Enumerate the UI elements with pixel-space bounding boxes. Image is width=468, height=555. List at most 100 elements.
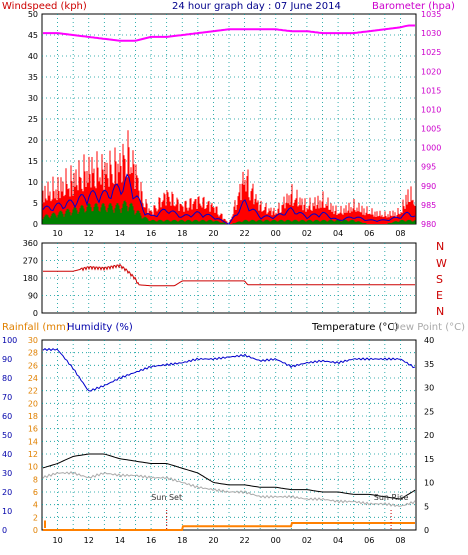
temperature-title: Temperature (°C) [311, 322, 398, 333]
temperature-y-tick-label: 5 [424, 502, 429, 511]
wind-y-tick-label: 0 [33, 220, 38, 229]
temperature-y-tick-label: 10 [424, 479, 434, 488]
wind-x-tick-label: 20 [208, 229, 218, 238]
rainfall-title: Rainfall (mm) [2, 322, 70, 333]
rainfall-y-tick-label: 6 [33, 488, 38, 497]
barometer-y-tick-label: 1030 [421, 29, 441, 38]
rainfall-line [43, 522, 415, 531]
rainfall-y-tick-label: 18 [28, 412, 38, 421]
direction-letter-n-bottom: N [436, 305, 444, 318]
dewpoint-line [42, 471, 416, 507]
wind-y-tick-label: 45 [28, 31, 38, 40]
direction-y-tick-label: 90 [28, 292, 38, 301]
dewpoint-title: Dew Point (°C) [392, 322, 465, 333]
wind-average-line [42, 173, 416, 225]
climate-x-tick-label: 00 [271, 536, 281, 545]
direction-letter-e: E [436, 289, 443, 302]
humidity-y-tick-label: 80 [2, 374, 12, 383]
rainfall-y-tick-label: 26 [28, 361, 38, 370]
temperature-y-tick-label: 25 [424, 407, 434, 416]
direction-y-tick-label: 270 [23, 257, 38, 266]
humidity-y-tick-label: 60 [2, 412, 12, 421]
wind-y-tick-label: 20 [28, 136, 38, 145]
chart-layers: 0510152025303540455098098599099510001005… [2, 10, 441, 545]
rainfall-y-tick-label: 14 [28, 437, 38, 446]
temperature-y-tick-label: 30 [424, 384, 434, 393]
temperature-y-tick-label: 20 [424, 431, 434, 440]
humidity-y-tick-label: 0 [2, 526, 7, 535]
wind-x-tick-label: 14 [115, 229, 125, 238]
wind-x-tick-label: 22 [239, 229, 249, 238]
rainfall-y-tick-label: 28 [28, 349, 38, 358]
rainfall-y-tick-label: 30 [28, 336, 38, 345]
barometer-line [43, 24, 415, 42]
wind-x-tick-label: 04 [333, 229, 343, 238]
wind-x-tick-label: 08 [395, 229, 405, 238]
sunset-label: Sun Set [151, 493, 182, 502]
wind-y-tick-label: 15 [28, 157, 38, 166]
wind-x-tick-label: 00 [271, 229, 281, 238]
direction-y-tick-label: 0 [33, 309, 38, 318]
wind-x-tick-label: 02 [302, 229, 312, 238]
humidity-y-tick-label: 30 [2, 469, 12, 478]
temperature-y-tick-label: 40 [424, 336, 434, 345]
barometer-y-tick-label: 1010 [421, 105, 441, 114]
humidity-y-tick-label: 20 [2, 488, 12, 497]
rainfall-y-tick-label: 24 [28, 374, 38, 383]
direction-letter-w: W [436, 257, 447, 270]
climate-x-tick-label: 20 [208, 536, 218, 545]
temperature-line [42, 453, 416, 500]
humidity-y-tick-label: 100 [2, 336, 17, 345]
wind-y-tick-label: 35 [28, 73, 38, 82]
humidity-y-tick-label: 50 [2, 431, 12, 440]
barometer-y-tick-label: 1035 [421, 10, 441, 19]
wind-y-tick-label: 10 [28, 178, 38, 187]
wind-y-tick-label: 30 [28, 94, 38, 103]
climate-x-tick-label: 18 [177, 536, 187, 545]
windspeed-title: Windspeed (kph) [2, 1, 87, 12]
humidity-y-tick-label: 10 [2, 507, 12, 516]
barometer-y-tick-label: 1015 [421, 86, 441, 95]
wind-x-tick-label: 16 [146, 229, 156, 238]
barometer-y-tick-label: 995 [421, 163, 436, 172]
climate-x-tick-label: 04 [333, 536, 343, 545]
humidity-y-tick-label: 40 [2, 450, 12, 459]
rainfall-y-tick-label: 0 [33, 526, 38, 535]
barometer-y-tick-label: 1025 [421, 48, 441, 57]
climate-x-tick-label: 06 [364, 536, 374, 545]
climate-x-tick-label: 02 [302, 536, 312, 545]
rainfall-y-tick-label: 4 [33, 501, 38, 510]
barometer-y-tick-label: 980 [421, 220, 436, 229]
direction-letter-s: S [436, 273, 443, 286]
climate-x-tick-label: 08 [395, 536, 405, 545]
wind-x-tick-label: 06 [364, 229, 374, 238]
chart-title: 24 hour graph day : 07 June 2014 [172, 1, 341, 12]
direction-y-tick-label: 360 [23, 239, 38, 248]
climate-x-tick-label: 22 [239, 536, 249, 545]
barometer-y-tick-label: 1020 [421, 67, 441, 76]
climate-x-tick-label: 16 [146, 536, 156, 545]
rainfall-y-tick-label: 22 [28, 387, 38, 396]
barometer-title: Barometer (hpa) [372, 1, 455, 12]
humidity-line [42, 347, 416, 392]
wind-direction-line [43, 263, 415, 287]
wind-y-tick-label: 40 [28, 52, 38, 61]
barometer-y-tick-label: 985 [421, 201, 436, 210]
barometer-y-tick-label: 1000 [421, 144, 441, 153]
humidity-title: Humidity (%) [67, 322, 133, 333]
wind-x-tick-label: 10 [52, 229, 62, 238]
sunrise-label: Sun Rise [374, 493, 409, 502]
temperature-y-tick-label: 35 [424, 360, 434, 369]
temperature-y-tick-label: 15 [424, 455, 434, 464]
wind-y-tick-label: 25 [28, 115, 38, 124]
wind-y-tick-label: 5 [33, 199, 38, 208]
temperature-y-tick-label: 0 [424, 526, 429, 535]
barometer-y-tick-label: 1005 [421, 125, 441, 134]
humidity-y-tick-label: 90 [2, 355, 12, 364]
climate-x-tick-label: 12 [84, 536, 94, 545]
climate-x-tick-label: 10 [52, 536, 62, 545]
rainfall-y-tick-label: 12 [28, 450, 38, 459]
rainfall-y-tick-label: 2 [33, 513, 38, 522]
